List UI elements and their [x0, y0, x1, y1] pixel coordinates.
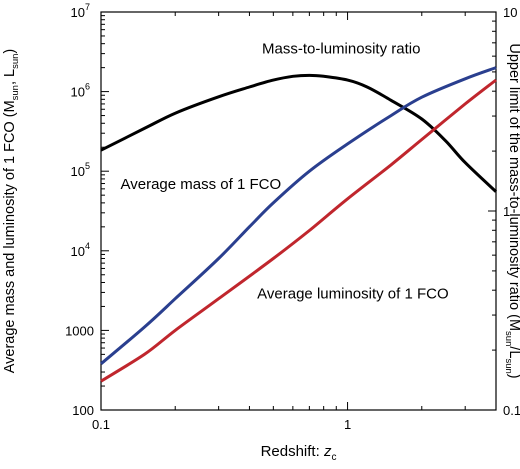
y-right-tick-label: 10: [503, 5, 517, 20]
x-tick-label: 1: [344, 417, 351, 432]
y-left-tick-label: 106: [71, 82, 90, 100]
y-right-tick-label: 0.1: [503, 403, 520, 418]
series-layer: [100, 66, 498, 383]
y-left-tick-label: 1000: [65, 323, 94, 338]
annotation-1: Average mass of 1 FCO: [121, 176, 282, 193]
y-left-tick-label: 107: [71, 2, 90, 20]
series-line-0: [100, 73, 498, 193]
labels-layer: 0.1 1 100 1000 104 105 106 107 0.1 1 10 Mass-to-lum…: [65, 2, 520, 432]
ticks-layer: [100, 12, 497, 411]
y-left-tick-label: 100: [72, 403, 94, 418]
y-right-axis-label: Upper limit of the mass-to-luminosity ra…: [503, 43, 520, 378]
annotation-0: Mass-to-luminosity ratio: [262, 41, 420, 58]
annotation-2: Average luminosity of 1 FCO: [257, 286, 448, 303]
y-left-tick-label: 105: [71, 161, 90, 179]
x-tick-label: 0.1: [92, 417, 110, 432]
y-right-tick-label: 1: [503, 204, 510, 219]
y-left-axis-label: Average mass and luminosity of 1 FCO (Ms…: [2, 49, 21, 374]
series-line-2: [100, 78, 497, 383]
series-line-1: [100, 66, 497, 365]
plot-frame: [100, 11, 497, 411]
y-left-tick-label: 104: [71, 241, 90, 259]
x-axis-label: Redshift: zc: [261, 443, 337, 463]
